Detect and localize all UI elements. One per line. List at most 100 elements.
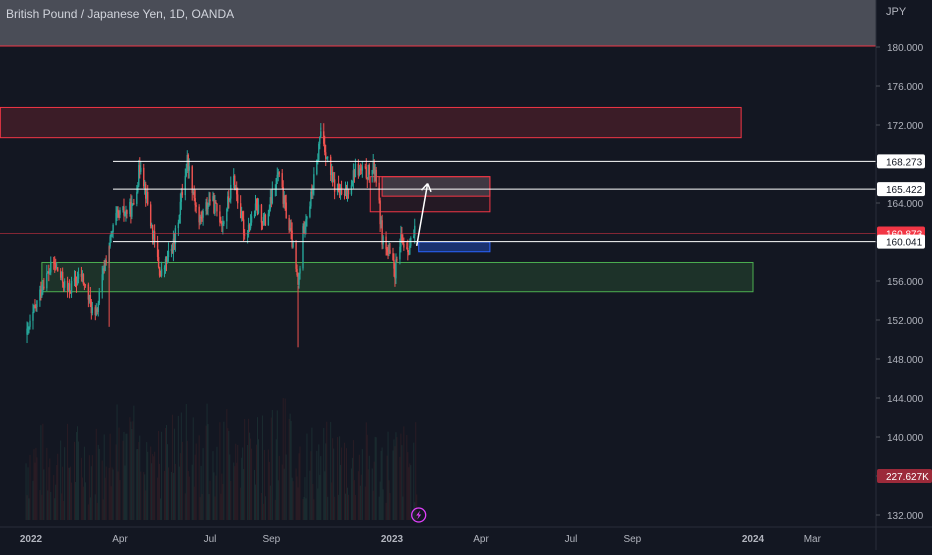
projection-arrow[interactable] [415,183,429,247]
candle-body [201,217,203,219]
candle-body [151,225,154,240]
candle-body [247,224,250,234]
volume-bar [229,454,231,520]
volume-bar [177,415,179,520]
candle-body [66,280,69,291]
volume-bar [361,449,363,520]
volume-bar [374,436,376,520]
volume-bar [288,418,290,520]
symbol-title[interactable]: British Pound / Japanese Yen, 1D, OANDA [6,7,235,21]
candle-body [260,204,263,223]
candle-body [124,213,126,216]
resistance-box-zone[interactable] [369,176,491,213]
candle-body [59,271,62,278]
resistance-zone[interactable] [0,106,742,139]
volume-bar [230,481,232,520]
volume-bar [331,482,333,520]
volume-bar [104,477,106,520]
candle-body [186,155,188,169]
volume-bar [320,456,322,520]
blue-zone[interactable] [418,241,491,253]
candle-body [368,164,370,175]
volume-bar [227,428,229,520]
volume-bar [91,455,93,520]
candle-body [171,248,174,254]
volume-bar [199,497,201,520]
candle-body [214,201,216,213]
candle-body [263,214,266,217]
volume-bar [87,504,89,520]
volume-bar [337,437,339,520]
volume-bar [285,454,287,520]
volume-bar [89,497,91,520]
candle-body [352,170,355,182]
volume-bar [136,449,138,520]
support-zone[interactable] [41,261,754,293]
volume-label: 227.627K [886,472,929,483]
level-label-1: 168.273 [886,157,923,168]
resistance-box-inner-zone[interactable] [381,176,491,197]
currency-label[interactable]: JPY [886,6,907,18]
candle-body [339,187,342,196]
candle-body [102,268,104,275]
candle-body [275,178,277,189]
volume-bar [122,440,124,520]
volume-bar [302,499,304,520]
volume-bar [201,493,203,520]
candle-body [149,204,152,227]
volume-bar [389,493,391,520]
candle-body [269,197,272,209]
candle-body [264,214,267,226]
volume-bar [254,469,256,520]
volume-bar [323,427,325,520]
volume-bar [305,498,307,520]
candle-body [347,188,350,195]
volume-bar [281,464,283,520]
candle-body [278,172,280,174]
candle-body [39,289,41,301]
candle-body [146,191,148,199]
volume-bar [292,481,294,520]
candle-body [327,156,329,158]
candle-body [84,284,87,286]
volume-bar [101,460,103,520]
candle-body [333,179,336,192]
volume-bar [167,467,169,520]
candle-body [271,189,274,204]
candle-body [73,278,76,282]
candle-body [257,204,260,213]
volume-bar [137,448,139,520]
volume-bar [223,421,225,520]
volume-bar [313,499,315,520]
price-axis-label: 148.000 [887,355,924,366]
volume-bar [312,483,314,520]
volume-bar [75,432,77,520]
volume-bar [240,487,242,520]
volume-bar [34,462,36,520]
volume-bar [261,415,263,520]
candle-body [158,267,161,276]
price-axis-label: 176.000 [887,82,924,93]
candle-body [75,282,78,285]
candle-body [220,222,222,224]
volume-bar [115,444,117,520]
candle-body [216,203,218,212]
lightning-icon[interactable] [411,507,427,523]
volume-bar [195,443,197,520]
volume-bar [330,421,332,520]
candle-body [26,328,28,335]
candle-body [57,267,59,272]
candle-body [401,234,403,243]
candle-body [367,164,369,180]
lightning-bolt-icon [416,510,422,520]
volume-bar [233,462,235,520]
volume-bar [48,467,50,520]
candle-body [89,294,92,302]
candle-body [70,281,73,294]
volume-bar [226,409,228,520]
level-label-2-bg [877,182,925,197]
candle-body [255,203,258,205]
candle-body [331,172,334,183]
